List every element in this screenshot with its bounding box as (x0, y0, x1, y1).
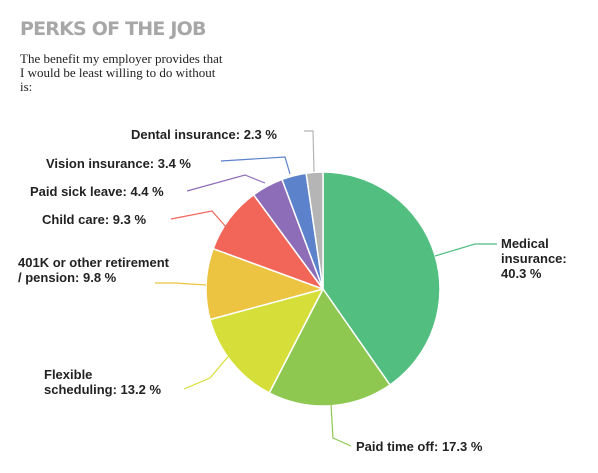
slice-label-flexible-scheduling: Flexible scheduling: 13.2 % (44, 367, 161, 397)
slice-label-401k-or-other-retirement-pension: 401K or other retirement / pension: 9.8 % (18, 255, 170, 285)
slice-label-child-care: Child care: 9.3 % (42, 212, 146, 227)
pie-slices (205, 171, 441, 407)
slice-label-paid-time-off: Paid time off: 17.3 % (356, 439, 483, 454)
slice-label-line: Flexible (44, 367, 92, 382)
slice-label-line: Paid sick leave: 4.4 % (30, 184, 164, 199)
slice-label-line: Medical (501, 236, 549, 251)
slice-label-line: 40.3 % (501, 266, 542, 281)
leader-line-401k-or-other-retirement-pension (155, 282, 207, 286)
slice-label-line: 401K or other retirement (18, 255, 170, 270)
chart-headline: PERKS OF THE JOB (20, 18, 206, 40)
chart-subtitle: The benefit my employer provides that I … (20, 51, 223, 94)
label-leader-lines (155, 130, 497, 447)
slice-label-line: Child care: 9.3 % (42, 212, 146, 227)
leader-line-dental-insurance (304, 130, 315, 173)
slice-label-dental-insurance: Dental insurance: 2.3 % (131, 127, 277, 142)
slice-label-line: insurance: (501, 251, 567, 266)
leader-line-medical-insurance (434, 243, 497, 257)
pie-slice-medical-insurance (322, 171, 441, 386)
slice-label-paid-sick-leave: Paid sick leave: 4.4 % (30, 184, 164, 199)
leader-line-flexible-scheduling (183, 351, 233, 390)
slice-label-line: scheduling: 13.2 % (44, 382, 161, 397)
slice-label-line: Vision insurance: 3.4 % (46, 156, 191, 171)
leader-line-paid-sick-leave (186, 174, 266, 192)
slice-label-line: Dental insurance: 2.3 % (131, 127, 277, 142)
slice-label-line: Paid time off: 17.3 % (356, 439, 483, 454)
slice-labels: Medical insurance: 40.3 % Paid time off: 17… (18, 127, 567, 454)
leader-line-paid-time-off (330, 403, 352, 447)
slice-label-medical-insurance: Medical insurance: 40.3 % (501, 236, 567, 281)
leader-line-child-care (170, 210, 227, 228)
slice-label-vision-insurance: Vision insurance: 3.4 % (46, 156, 191, 171)
leader-line-vision-insurance (220, 156, 291, 175)
pie-slice-flexible-scheduling (209, 288, 324, 394)
pie-slice-dental-insurance (305, 171, 324, 290)
slice-label-line: / pension: 9.8 % (18, 270, 117, 285)
